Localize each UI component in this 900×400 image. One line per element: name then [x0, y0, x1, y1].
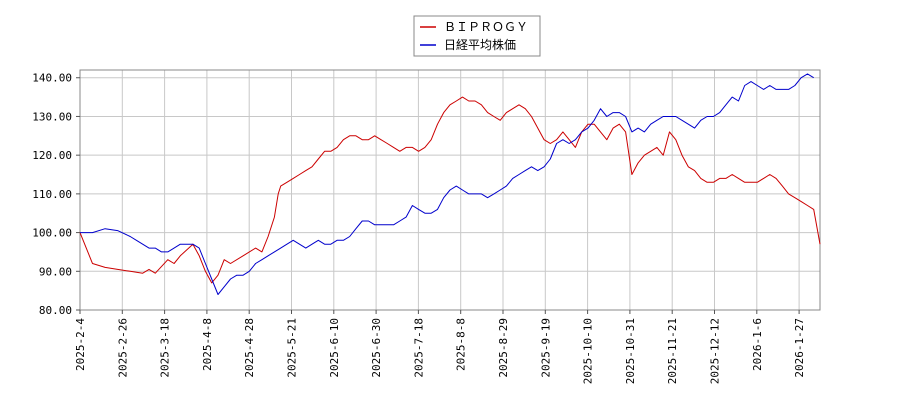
y-tick-label: 100.00 [32, 227, 72, 240]
series-line-nikkei [80, 73, 814, 295]
y-tick-label: 110.00 [32, 188, 72, 201]
x-tick-label: 2025-11-21 [666, 318, 679, 384]
plot-frame [79, 69, 821, 311]
y-tick-label: 140.00 [32, 72, 72, 85]
x-tick-label: 2025-7-18 [412, 318, 425, 378]
y-tick-label: 80.00 [39, 304, 72, 317]
y-tick-label: 90.00 [39, 265, 72, 278]
x-tick-label: 2025-10-31 [624, 318, 637, 384]
series-line-biprogy [79, 96, 821, 284]
legend-box [413, 15, 541, 57]
y-tick-label: 120.00 [32, 149, 72, 162]
x-tick-label: 2025-2-4 [74, 318, 87, 371]
x-tick-label: 2025-4-28 [243, 318, 256, 378]
x-tick-label: 2025-12-12 [709, 318, 722, 384]
axes: 80.00 90.00 100.00 110.00 120.00 130.00 140.00… [32, 69, 821, 384]
grid [79, 70, 820, 311]
x-tick-label: 2025-8-8 [455, 318, 468, 371]
x-tick-label: 2025-4-8 [201, 318, 214, 371]
x-tick-label: 2026-1-27 [793, 318, 806, 378]
legend-label-biprogy: ＢＩＰＲＯＧＹ [444, 20, 528, 34]
x-tick-label: 2025-6-10 [328, 318, 341, 378]
legend: ＢＩＰＲＯＧＹ 日経平均株価 [413, 15, 541, 57]
x-tick-label: 2025-9-19 [539, 318, 552, 378]
x-tick-label: 2026-1-6 [751, 318, 764, 371]
x-tick-label: 2025-10-10 [582, 318, 595, 384]
legend-label-nikkei: 日経平均株価 [444, 37, 516, 52]
series-layer [79, 73, 821, 295]
x-tick-label: 2025-3-18 [159, 318, 172, 378]
y-tick-label: 130.00 [32, 110, 72, 123]
x-tick-label: 2025-6-30 [370, 318, 383, 378]
x-tick-label: 2025-8-29 [497, 318, 510, 378]
x-tick-label: 2025-5-21 [286, 318, 299, 378]
x-tick-label: 2025-2-26 [116, 318, 129, 378]
